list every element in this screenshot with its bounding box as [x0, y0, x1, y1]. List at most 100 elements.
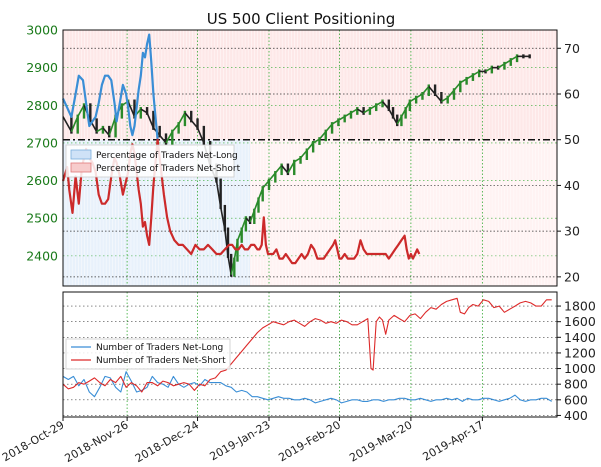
top-panel: 2400 2500 2600 2700 2800 2900 3000 20 30 40 50 60 70: [26, 23, 580, 287]
net-short-pct-line: [61, 138, 421, 265]
price-candle: [152, 110, 155, 130]
price-candle: [240, 227, 243, 243]
legend-net-long-count: Number of Traders Net-Long: [96, 343, 223, 353]
right-tick-label: 1400: [564, 330, 596, 345]
right-tick-label: 60: [564, 87, 580, 102]
price-candle: [82, 103, 86, 119]
price-candle: [70, 114, 73, 134]
right-tick-label: 50: [564, 132, 580, 147]
x-tick-label: 2018-Oct-29: [0, 418, 66, 464]
price-candle: [396, 114, 399, 127]
left-tick-label: 2900: [26, 60, 58, 75]
price-candle: [503, 61, 506, 70]
price-candle: [528, 54, 531, 59]
price-candle: [226, 227, 230, 258]
price-candle: [101, 125, 105, 134]
price-candle: [337, 118, 340, 127]
price-candle: [490, 65, 494, 74]
price-candle: [404, 107, 407, 119]
price-candle: [478, 69, 481, 78]
top-legend-box: [65, 144, 235, 178]
right-tick-label: 400: [564, 408, 588, 423]
bottom-legend-box: [65, 338, 231, 370]
right-tick-label: 20: [564, 269, 580, 284]
left-tick-label: 2700: [26, 135, 58, 150]
net-long-pct-line: [62, 33, 159, 140]
price-candle: [177, 122, 180, 134]
price-candle: [362, 107, 365, 115]
price-candle: [120, 103, 124, 119]
price-candle: [330, 122, 334, 134]
left-tick-label: 2500: [26, 211, 58, 226]
price-candle: [515, 54, 519, 63]
price-candle: [343, 114, 346, 123]
x-tick-label: 2019-Apr-17: [420, 418, 485, 463]
price-candle: [253, 208, 256, 224]
price-candle: [324, 129, 327, 142]
x-tick-label: 2019-Feb-20: [276, 418, 343, 464]
price-candle: [95, 118, 98, 134]
right-tick-label: 40: [564, 178, 580, 193]
x-tick-label: 2019-Jan-23: [208, 418, 273, 463]
top-legend: Percentage of Traders Net-Long Percentag…: [65, 144, 241, 178]
bottom-legend: Number of Traders Net-Long Number of Tra…: [65, 338, 231, 370]
x-tick-label: 2018-Nov-26: [63, 418, 131, 465]
price-candle: [387, 99, 391, 112]
x-tick-label: 2018-Dec-24: [133, 418, 201, 465]
price-candle: [261, 186, 264, 202]
price-candle: [452, 88, 456, 100]
price-segment: [62, 116, 73, 133]
price-candle: [381, 99, 384, 108]
price-candle: [76, 114, 79, 134]
price-candle: [427, 84, 430, 96]
right-tick-label: 1200: [564, 345, 596, 360]
price-candle: [368, 107, 372, 115]
x-tick-label: 2019-Mar-20: [347, 418, 414, 464]
price-candle: [223, 204, 227, 232]
price-candle: [391, 107, 395, 119]
price-candle: [274, 171, 277, 183]
price-candle: [440, 92, 443, 104]
left-tick-label: 3000: [26, 23, 58, 38]
price-candle: [400, 114, 403, 127]
price-candle: [375, 103, 378, 112]
price-candle: [446, 95, 449, 104]
price-candle: [164, 133, 168, 145]
price-candle: [465, 76, 468, 85]
bottom-frame: [62, 291, 558, 418]
price-candle: [356, 107, 359, 115]
net-short-count-line: [62, 297, 552, 393]
price-candle: [145, 107, 149, 115]
net-long-swatch: [70, 149, 92, 160]
right-tick-label: 1800: [564, 299, 596, 314]
price-candle: [229, 253, 233, 277]
price-candle: [171, 129, 174, 145]
price-candle: [421, 92, 424, 100]
price-candle: [219, 178, 222, 209]
price-candle: [89, 103, 92, 123]
price-candle: [408, 99, 412, 112]
price-candle: [108, 125, 111, 138]
price-candle: [244, 216, 248, 232]
price-candle: [196, 118, 199, 130]
price-candle: [158, 125, 161, 138]
price-candle: [133, 99, 136, 119]
price-candle: [459, 80, 462, 93]
price-candle: [280, 163, 283, 176]
price-candle: [349, 110, 353, 119]
price-candle: [318, 137, 321, 145]
price-candle: [139, 107, 142, 119]
right-tick-label: 70: [564, 41, 580, 56]
price-candle: [233, 257, 236, 277]
price-candle: [267, 178, 271, 191]
right-tick-label: 600: [564, 392, 588, 407]
price-candle: [311, 140, 315, 153]
net-long-count-line: [62, 371, 552, 404]
price-candle: [305, 148, 309, 160]
price-candle: [286, 163, 290, 176]
price-candle: [202, 125, 206, 145]
left-tick-label: 2600: [26, 173, 58, 188]
